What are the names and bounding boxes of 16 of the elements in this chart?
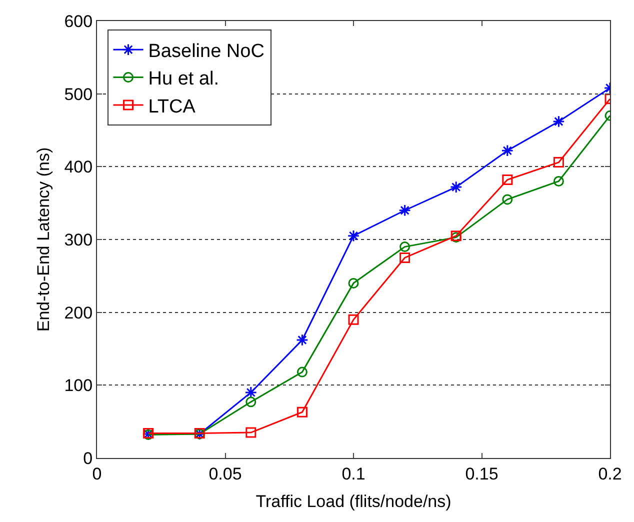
y-tick-label: 200: [64, 303, 93, 322]
y-axis-title: End-to-End Latency (ns): [34, 147, 53, 332]
y-tick-label: 300: [64, 230, 93, 250]
y-tick-label: 0: [83, 448, 93, 468]
x-tick-label: 0.1: [342, 464, 366, 484]
x-tick-label: 0.05: [208, 464, 242, 484]
x-axis-title: Traffic Load (flits/node/ns): [256, 492, 452, 511]
y-tick-label: 600: [64, 12, 93, 31]
y-tick-label: 500: [64, 84, 93, 104]
legend-label: Baseline NoC: [148, 41, 264, 62]
legend-label: LTCA: [148, 96, 196, 118]
x-tick-label: 0.2: [598, 464, 622, 484]
legend-label: Hu et al.: [148, 68, 220, 90]
y-tick-label: 400: [64, 158, 93, 177]
y-tick-label: 100: [64, 376, 93, 396]
x-tick-label: 0.15: [465, 464, 498, 484]
